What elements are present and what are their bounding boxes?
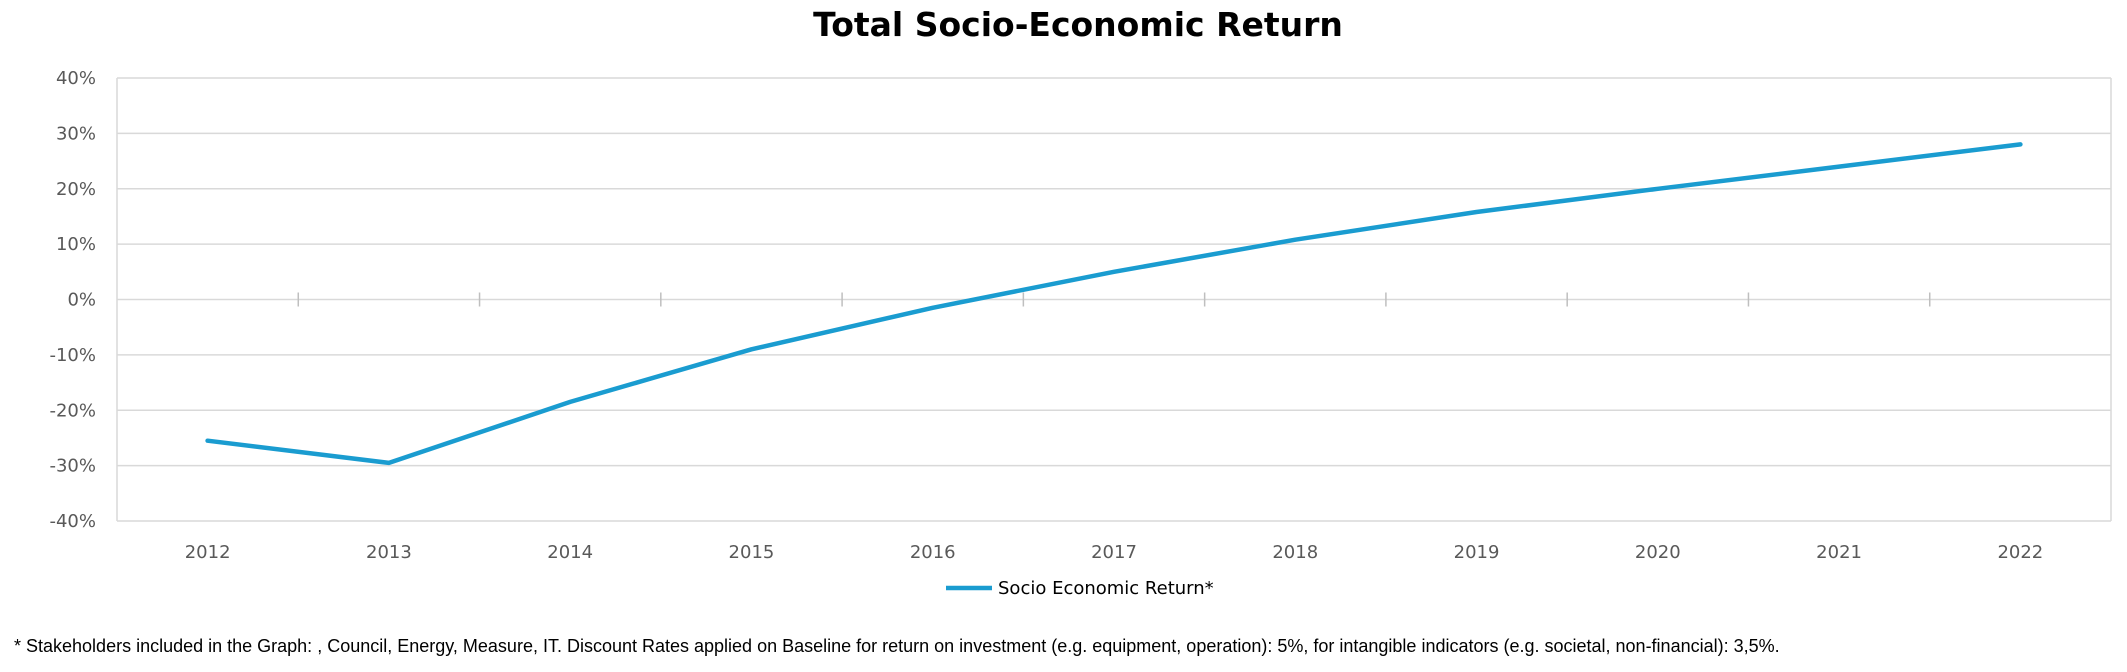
axes xyxy=(116,78,2112,521)
y-tick-label: 40% xyxy=(56,68,96,89)
x-tick-label: 2018 xyxy=(1272,542,1318,563)
x-tick-label: 2020 xyxy=(1635,542,1681,563)
y-tick-label: -40% xyxy=(49,511,96,532)
y-tick-label: 20% xyxy=(56,179,96,200)
y-tick-label: -30% xyxy=(49,456,96,477)
series-line xyxy=(205,142,2023,466)
x-tick-label: 2017 xyxy=(1091,542,1137,563)
y-tick-label: -10% xyxy=(49,345,96,366)
x-axis-ticks: 2012 2013 2014 2015 2016 2017 2018 2019 2020 2021… xyxy=(185,542,2044,563)
series-layer xyxy=(205,142,2023,466)
legend: Socio Economic Return* xyxy=(946,578,1214,599)
x-tick-label: 2014 xyxy=(547,542,593,563)
x-tick-label: 2019 xyxy=(1454,542,1500,563)
x-tick-label: 2015 xyxy=(729,542,775,563)
x-tick-label: 2022 xyxy=(1997,542,2043,563)
chart-title: Total Socio-Economic Return xyxy=(813,5,1343,44)
y-tick-label: 30% xyxy=(56,123,96,144)
x-tick-label: 2016 xyxy=(910,542,956,563)
x-tick-label: 2013 xyxy=(366,542,412,563)
y-tick-label: 10% xyxy=(56,234,96,255)
gridlines xyxy=(117,77,2111,522)
y-axis-ticks: 40% 30% 20% 10% 0% -10% -20% -30% -40% xyxy=(49,68,96,532)
footnote: * Stakeholders included in the Graph: , … xyxy=(14,636,1780,656)
y-tick-label: -20% xyxy=(49,400,96,421)
y-tick-label: 0% xyxy=(67,290,96,311)
x-tick-label: 2021 xyxy=(1816,542,1862,563)
legend-label: Socio Economic Return* xyxy=(998,578,1214,599)
x-tick-label: 2012 xyxy=(185,542,231,563)
